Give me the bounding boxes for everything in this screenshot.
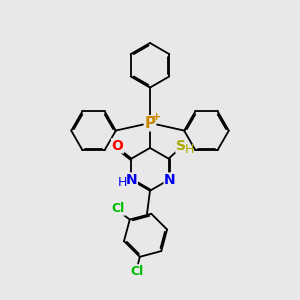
Text: Cl: Cl (130, 265, 143, 278)
Text: P: P (144, 116, 156, 131)
Text: H: H (185, 143, 195, 156)
Text: N: N (164, 173, 176, 187)
Text: O: O (112, 139, 123, 153)
Text: S: S (176, 139, 186, 153)
Text: +: + (152, 112, 161, 122)
Text: Cl: Cl (112, 202, 125, 215)
Text: H: H (117, 176, 127, 190)
Text: N: N (126, 173, 137, 187)
